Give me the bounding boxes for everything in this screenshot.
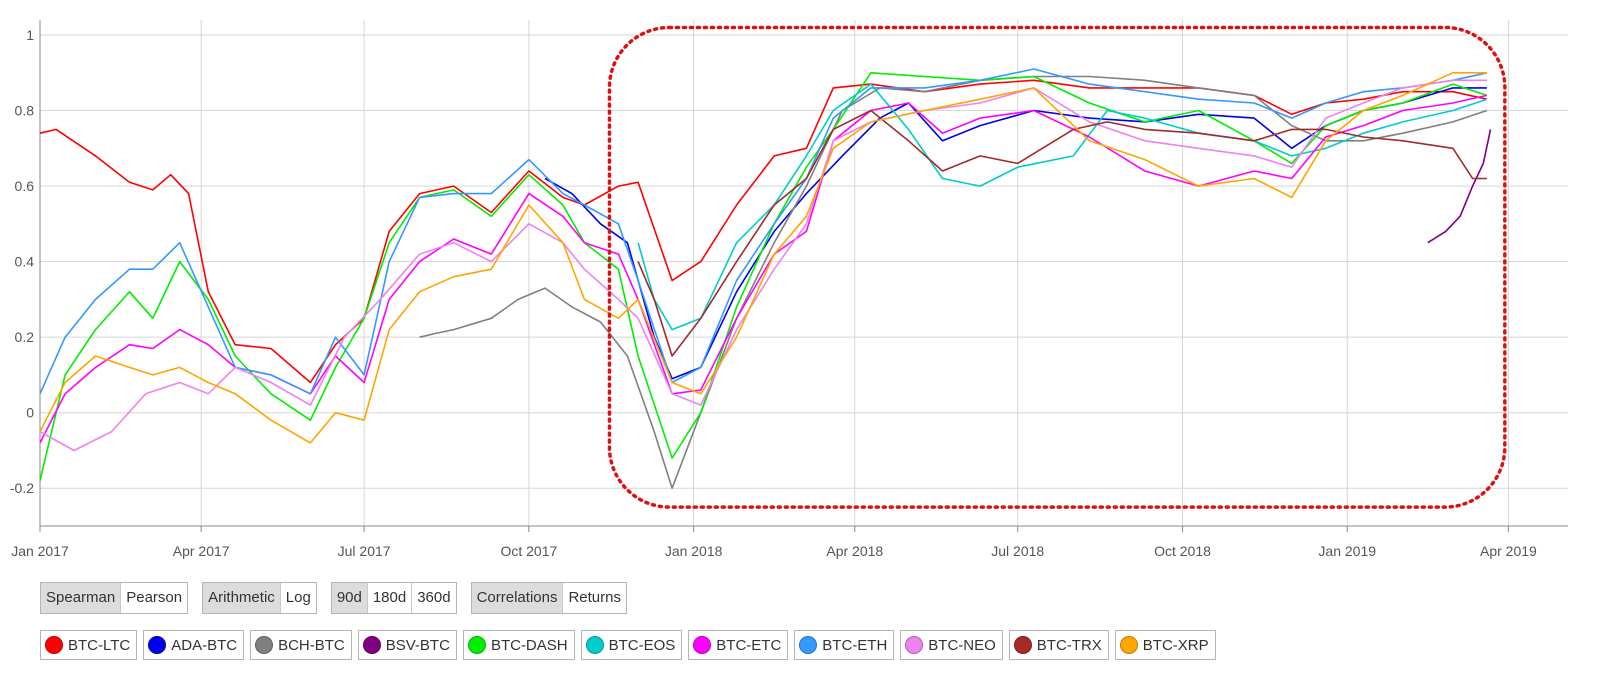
x-tick-label: Jul 2017 xyxy=(338,543,391,559)
legend-swatch xyxy=(467,636,486,654)
legend-swatch xyxy=(585,636,604,654)
chart-series xyxy=(39,68,1492,489)
y-tick-label: 0 xyxy=(26,405,34,421)
legend-item-btc-ltc[interactable]: BTC-LTC xyxy=(40,630,138,660)
highlight-region xyxy=(607,25,1507,509)
legend-label: BTC-LTC xyxy=(68,636,131,654)
correlation-chart: -0.2 0 0.2 0.4 0.6 0.8 1 Jan 2017 Apr 2017 Jul 20… xyxy=(10,20,1568,559)
returns-button[interactable]: Returns xyxy=(568,589,621,606)
legend-swatch xyxy=(255,636,274,654)
chart-grid xyxy=(39,20,1568,526)
legend-swatch xyxy=(362,636,381,654)
arithmetic-button[interactable]: Arithmetic xyxy=(203,583,281,613)
legend-item-btc-neo[interactable]: BTC-NEO xyxy=(900,630,1003,660)
legend-item-btc-eos[interactable]: BTC-EOS xyxy=(580,630,683,660)
series-line-btc-trx xyxy=(637,109,1487,357)
window-180d-button[interactable]: 180d xyxy=(368,583,413,613)
legend-label: BTC-ETC xyxy=(716,636,782,654)
legend-item-ada-btc[interactable]: ADA-BTC xyxy=(143,630,245,660)
legend-swatch xyxy=(45,636,63,654)
legend-label: BSV-BTC xyxy=(385,636,450,654)
legend-label: BTC-EOS xyxy=(608,636,676,654)
legend-swatch xyxy=(1013,636,1032,654)
log-button[interactable]: Log xyxy=(285,589,311,606)
legend-label: BTC-XRP xyxy=(1142,636,1209,654)
x-tick-label: Oct 2018 xyxy=(1154,543,1211,559)
legend-label: BTC-DASH xyxy=(490,636,568,654)
series-line-btc-eth xyxy=(39,68,1488,395)
highlight-box xyxy=(607,25,1507,509)
pearson-button[interactable]: Pearson xyxy=(126,589,183,606)
legend-item-btc-dash[interactable]: BTC-DASH xyxy=(462,630,575,660)
window-toggle: 90d 180d 360d xyxy=(330,582,457,614)
legend-item-bch-btc[interactable]: BCH-BTC xyxy=(250,630,352,660)
x-tick-label: Apr 2017 xyxy=(173,543,230,559)
correlations-button[interactable]: Correlations xyxy=(471,583,564,613)
series-line-btc-dash xyxy=(39,72,1488,481)
window-90d-button[interactable]: 90d xyxy=(331,583,368,613)
legend-item-bsv-btc[interactable]: BSV-BTC xyxy=(357,630,457,660)
legend-swatch xyxy=(799,636,818,654)
x-tick-label: Jan 2019 xyxy=(1318,543,1376,559)
y-tick-label: 0.8 xyxy=(15,103,35,119)
chart-axes: -0.2 0 0.2 0.4 0.6 0.8 1 Jan 2017 Apr 2017 Jul 20… xyxy=(10,20,1568,559)
series-line-bsv-btc xyxy=(1427,129,1492,244)
view-toggle: Correlations Returns xyxy=(470,582,627,614)
series-line-btc-neo xyxy=(39,79,1487,452)
spearman-button[interactable]: Spearman xyxy=(41,583,122,613)
scale-toggle: Arithmetic Log xyxy=(202,582,317,614)
legend-item-btc-etc[interactable]: BTC-ETC xyxy=(688,630,789,660)
legend-item-btc-eth[interactable]: BTC-ETH xyxy=(794,630,895,660)
window-360d-button[interactable]: 360d xyxy=(417,589,451,606)
y-tick-label: 0.6 xyxy=(15,178,35,194)
x-tick-label: Apr 2018 xyxy=(826,543,883,559)
series-line-btc-etc xyxy=(39,94,1488,444)
y-tick-label: 1 xyxy=(26,27,34,43)
series-line-btc-xrp xyxy=(39,72,1487,444)
y-tick-label: 0.4 xyxy=(15,254,35,270)
chart-controls: Spearman Pearson Arithmetic Log 90d 180d… xyxy=(40,582,627,614)
legend-swatch xyxy=(693,636,712,654)
chart-legend: BTC-LTC ADA-BTC BCH-BTC BSV-BTC BTC-DASH BTC-… xyxy=(40,630,1216,660)
legend-swatch xyxy=(148,636,167,654)
x-tick-label: Apr 2019 xyxy=(1480,543,1537,559)
legend-swatch xyxy=(905,636,924,654)
series-line-bch-btc xyxy=(419,75,1488,489)
method-toggle: Spearman Pearson xyxy=(40,582,189,614)
legend-label: BTC-TRX xyxy=(1036,636,1102,654)
legend-label: BTC-ETH xyxy=(822,636,888,654)
x-tick-label: Oct 2017 xyxy=(500,543,557,559)
legend-label: ADA-BTC xyxy=(171,636,238,654)
y-tick-label: 0.2 xyxy=(15,329,35,345)
legend-item-btc-xrp[interactable]: BTC-XRP xyxy=(1114,630,1216,660)
x-tick-label: Jan 2017 xyxy=(11,543,69,559)
legend-label: BTC-NEO xyxy=(928,636,996,654)
legend-label: BCH-BTC xyxy=(278,636,345,654)
legend-swatch xyxy=(1119,636,1138,654)
x-tick-label: Jul 2018 xyxy=(991,543,1044,559)
x-tick-label: Jan 2018 xyxy=(665,543,723,559)
series-line-btc-eos xyxy=(637,83,1488,331)
legend-item-btc-trx[interactable]: BTC-TRX xyxy=(1008,630,1109,660)
y-tick-label: -0.2 xyxy=(10,480,34,496)
